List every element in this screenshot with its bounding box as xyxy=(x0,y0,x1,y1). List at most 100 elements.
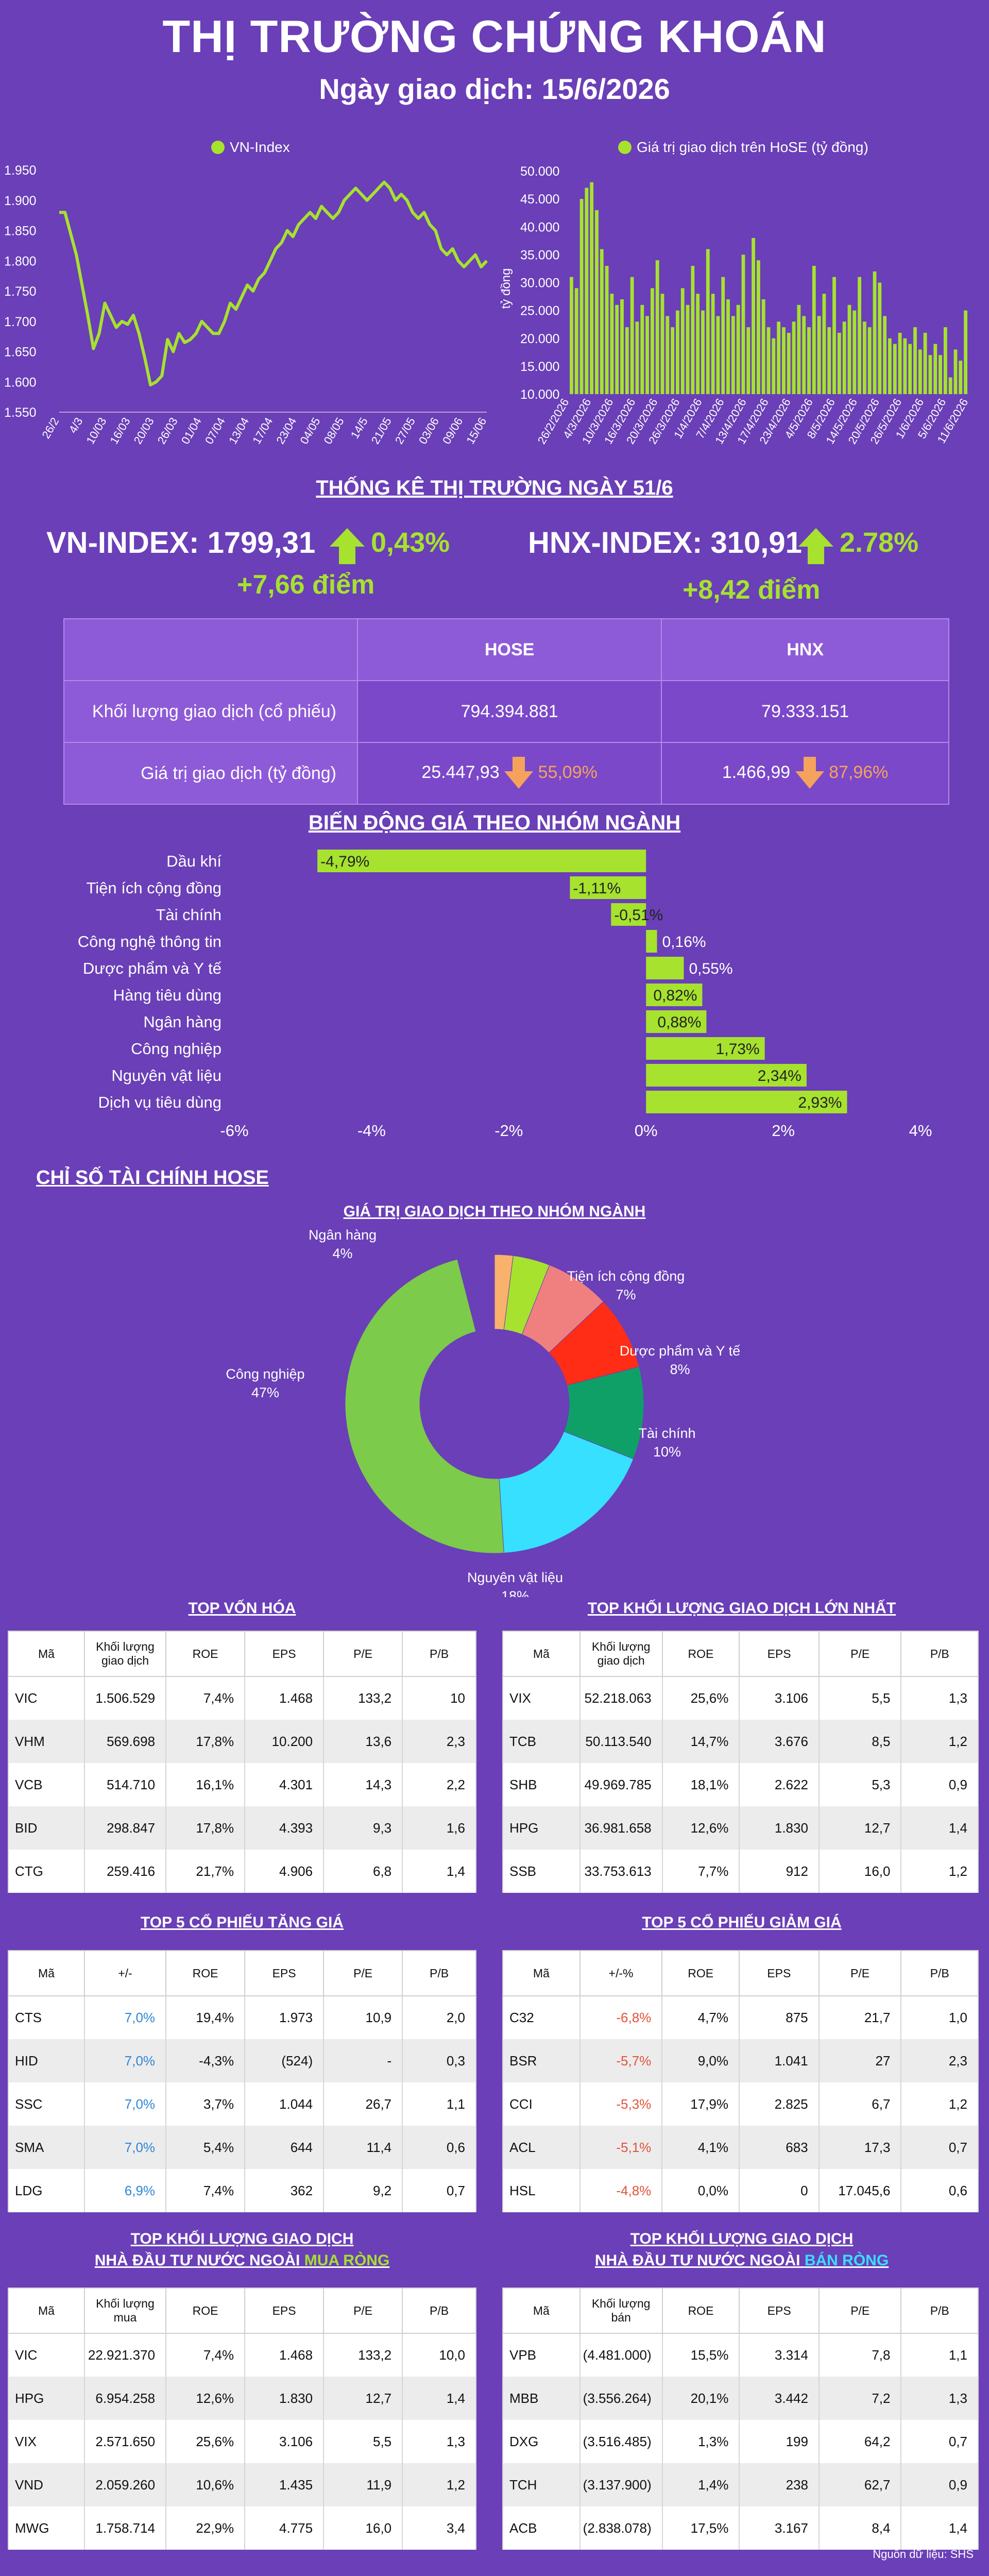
value-bar xyxy=(852,310,857,394)
table-row: SMA 7,0% 5,4% 644 11,4 0,6 xyxy=(8,2126,476,2169)
pie-percent-label: 4% xyxy=(332,1246,352,1261)
table-cell: 5,3 xyxy=(818,1763,902,1806)
table-cell: 2.571.650 xyxy=(83,2420,167,2463)
sector-bar xyxy=(646,1064,807,1087)
table-cell: 6,8 xyxy=(323,1850,403,1893)
table-cell: 1.435 xyxy=(244,2463,325,2506)
y-tick-label: 50.000 xyxy=(520,164,559,179)
table-cell: 6.954.258 xyxy=(83,2377,167,2420)
table-header-cell: ROE xyxy=(165,1631,246,1677)
value-bar xyxy=(756,260,760,394)
table-cell: 5,5 xyxy=(818,1676,902,1720)
y-tick-label: 20.000 xyxy=(520,332,559,346)
table-cell: 1.830 xyxy=(244,2377,325,2420)
table-row: VIC 22.921.370 7,4% 1.468 133,2 10,0 xyxy=(8,2333,476,2377)
value-bar xyxy=(802,316,806,394)
table-cell: BID xyxy=(8,1806,85,1850)
foreign-sell-highlight: BÁN RÒNG xyxy=(804,2252,889,2269)
sector-bar xyxy=(646,1091,847,1113)
value-bar xyxy=(680,288,685,394)
sector-value-label: -1,11% xyxy=(573,880,621,897)
value-bar xyxy=(858,277,861,394)
sector-bar xyxy=(646,957,684,979)
table-cell: C32 xyxy=(502,1996,581,2039)
table-cell: VIC xyxy=(8,1676,85,1720)
table-cell: 8,4 xyxy=(818,2506,902,2550)
table-row: TCB 50.113.540 14,7% 3.676 8,5 1,2 xyxy=(502,1720,979,1763)
table-cell: 21,7% xyxy=(165,1850,246,1893)
table-cell: 3.676 xyxy=(739,1720,820,1763)
value-bar xyxy=(923,332,927,394)
table-cell: 3.314 xyxy=(739,2333,820,2377)
pie-percent-label: 8% xyxy=(670,1362,690,1377)
table-cell: -6,8% xyxy=(579,1996,663,2039)
table-cell: 644 xyxy=(244,2126,325,2169)
table-cell: 1,2 xyxy=(900,1850,979,1893)
value-bar xyxy=(903,338,907,394)
value-bar xyxy=(625,327,629,394)
value-bar xyxy=(797,304,801,394)
table-cell: 10,6% xyxy=(165,2463,246,2506)
table-cell: 0,0% xyxy=(661,2169,740,2212)
table-cell: VIX xyxy=(8,2420,85,2463)
table-header-cell: ROE xyxy=(661,1950,740,1996)
y-tick-label: 1.700 xyxy=(4,315,37,329)
table-cell: (4.481.000) xyxy=(579,2333,663,2377)
table-cell: 49.969.785 xyxy=(579,1763,663,1806)
y-tick-label: 45.000 xyxy=(520,192,559,207)
value-bar xyxy=(660,294,664,394)
vnindex-points: +7,66 điểm xyxy=(237,570,375,600)
value-bar xyxy=(650,288,654,394)
table-header-cell: ROE xyxy=(661,1631,740,1677)
value-bar xyxy=(807,327,811,394)
value-bar xyxy=(898,332,902,394)
table-cell: 2,3 xyxy=(402,1720,476,1763)
value-bar xyxy=(777,321,781,394)
table-cell: SMA xyxy=(8,2126,85,2169)
table-cell: 10.200 xyxy=(244,1720,325,1763)
table-cell: CTS xyxy=(8,1996,85,2039)
y-tick-label: 1.950 xyxy=(4,163,37,178)
table-cell: 569.698 xyxy=(83,1720,167,1763)
y-tick-label: 25.000 xyxy=(520,304,559,318)
table-cell: 7,4% xyxy=(165,1676,246,1720)
y-tick-label: 35.000 xyxy=(520,248,559,262)
table-cell: 10,9 xyxy=(323,1996,403,2039)
y-tick-label: 30.000 xyxy=(520,276,559,291)
table-cell: 1,4 xyxy=(900,2506,979,2550)
table-cell: 7,0% xyxy=(83,2039,167,2082)
hnx-value: 1.466,99 xyxy=(722,762,791,782)
table-cell: 514.710 xyxy=(83,1763,167,1806)
table-row: CCI -5,3% 17,9% 2.825 6,7 1,2 xyxy=(502,2082,979,2126)
table-header-cell: P/E xyxy=(323,1950,403,1996)
table-row: VIC 1.506.529 7,4% 1.468 133,2 10 xyxy=(8,1676,476,1720)
table-header-cell: EPS xyxy=(739,1631,820,1677)
sector-bar xyxy=(646,1010,707,1033)
table-cell: SHB xyxy=(502,1763,581,1806)
table-cell: VIC xyxy=(8,2333,85,2377)
table-header-cell: EPS xyxy=(739,1950,820,1996)
foreign-buy-table: Mã Khối lượng mua ROE EPS P/E P/B VIC 22.921.37… xyxy=(8,2287,476,2550)
table-cell: 16,1% xyxy=(165,1763,246,1806)
y-tick-label: 1.800 xyxy=(4,254,37,268)
table-cell: 27 xyxy=(818,2039,902,2082)
top-gain-title: TOP 5 CỔ PHIẾU TĂNG GIÁ xyxy=(141,1914,344,1931)
market-stats-table: HOSE HNX Khối lượng giao dịch (cổ phiếu)… xyxy=(63,618,949,805)
sector-bar xyxy=(611,903,646,926)
table-cell: TCB xyxy=(502,1720,581,1763)
table-row: SHB 49.969.785 18,1% 2.622 5,3 0,9 xyxy=(502,1763,979,1806)
table-header-cell: P/B xyxy=(402,2287,476,2334)
hose-volume: 794.394.881 xyxy=(356,680,662,743)
value-bar xyxy=(585,188,589,394)
value-bar xyxy=(928,355,932,394)
table-header-cell: P/B xyxy=(900,1631,979,1677)
y-tick-label: 1.650 xyxy=(4,345,37,360)
table-cell: 0,3 xyxy=(402,2039,476,2082)
table-cell: 7,4% xyxy=(165,2169,246,2212)
sector-value-label: 2,34% xyxy=(758,1067,802,1084)
value-bar xyxy=(772,338,776,394)
table-header-cell: +/- xyxy=(83,1950,167,1996)
table-cell: 199 xyxy=(739,2420,820,2463)
table-header-cell: Mã xyxy=(502,1950,581,1996)
value-bar xyxy=(822,294,826,394)
